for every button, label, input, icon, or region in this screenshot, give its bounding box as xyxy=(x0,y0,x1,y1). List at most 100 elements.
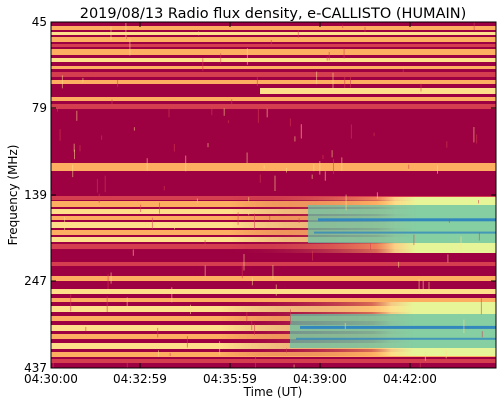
texture-streak xyxy=(344,322,346,330)
texture-streak xyxy=(286,348,287,353)
texture-streak xyxy=(248,197,250,202)
texture-streak xyxy=(111,99,113,109)
texture-streak xyxy=(186,336,188,348)
band-lower-1 xyxy=(51,262,496,266)
texture-streak xyxy=(107,274,109,289)
texture-streak xyxy=(140,204,142,212)
texture-streak xyxy=(79,145,81,152)
texture-streak xyxy=(64,217,66,230)
band-lower-11 xyxy=(51,359,496,363)
y-tick-label: 139 xyxy=(24,188,47,202)
texture-streak xyxy=(158,350,159,357)
texture-streak xyxy=(207,143,209,148)
texture-streak xyxy=(478,200,479,204)
texture-streak xyxy=(413,234,415,246)
y-axis: 45 79 139 247 437 xyxy=(24,15,496,375)
texture-streak xyxy=(476,134,478,144)
texture-streak xyxy=(311,174,313,179)
texture-streak xyxy=(132,249,134,256)
burst-region-upper-peak-line xyxy=(318,218,496,222)
burst-region-upper-core xyxy=(308,205,496,243)
texture-streak xyxy=(117,79,119,87)
texture-streak xyxy=(204,265,206,277)
texture-streak xyxy=(270,40,272,47)
x-tick-label: 04:30:00 xyxy=(24,372,78,386)
texture-streak xyxy=(326,56,328,61)
texture-streak xyxy=(419,362,421,368)
texture-streak xyxy=(110,272,112,284)
texture-streak xyxy=(437,165,438,174)
band-lower-4 xyxy=(51,298,496,302)
band-top-4 xyxy=(51,44,496,47)
texture-streak xyxy=(473,22,475,30)
texture-streak xyxy=(243,254,245,271)
texture-streak xyxy=(274,175,276,191)
texture-streak xyxy=(298,218,300,223)
texture-streak xyxy=(159,202,160,214)
texture-streak xyxy=(350,76,351,88)
x-tick-label: 04:39:00 xyxy=(293,372,347,386)
texture-streak xyxy=(342,24,344,28)
texture-streak xyxy=(422,280,424,294)
texture-streak xyxy=(231,99,233,108)
texture-streak xyxy=(246,152,248,164)
texture-streak xyxy=(473,127,475,143)
texture-streak xyxy=(480,298,482,315)
texture-streak xyxy=(220,53,222,64)
band-top-2 xyxy=(51,32,496,35)
texture-streak xyxy=(129,39,131,56)
x-axis-label: Time (UT) xyxy=(243,385,303,399)
texture-streak xyxy=(82,77,84,83)
spectrogram-bands xyxy=(51,26,496,363)
texture-streak xyxy=(85,326,87,332)
dark-band-1 xyxy=(51,118,496,160)
texture-streak xyxy=(445,350,447,359)
texture-streak xyxy=(76,110,78,121)
plot-area xyxy=(51,22,496,368)
texture-streak xyxy=(256,76,258,86)
texture-streak xyxy=(237,212,239,225)
texture-streak xyxy=(254,323,255,335)
chart-title: 2019/08/13 Radio flux density, e-CALLIST… xyxy=(80,6,467,22)
texture-streak xyxy=(297,30,299,38)
texture-streak xyxy=(61,75,63,89)
band-low-1 xyxy=(51,163,496,171)
texture-streak xyxy=(254,213,255,230)
x-tick-label: 04:32:59 xyxy=(113,372,167,386)
texture-streak xyxy=(300,124,302,139)
texture-streak xyxy=(428,281,430,293)
x-tick-label: 04:35:59 xyxy=(203,372,257,386)
texture-streak xyxy=(408,164,410,169)
band-top-5 xyxy=(51,49,496,55)
texture-streak xyxy=(294,136,296,142)
texture-streak xyxy=(332,72,334,89)
texture-streak xyxy=(171,287,173,303)
texture-streak xyxy=(174,224,175,230)
texture-streak xyxy=(460,236,462,251)
burst-region-lower-peak-line-2 xyxy=(296,337,496,340)
texture-streak xyxy=(344,75,346,88)
texture-streak xyxy=(266,108,268,118)
texture-streak xyxy=(448,218,450,223)
texture-streak xyxy=(259,174,261,183)
texture-streak xyxy=(219,341,221,355)
texture-streak xyxy=(241,264,243,279)
texture-streak xyxy=(350,124,352,139)
texture-streak xyxy=(446,141,448,148)
y-tick-label: 45 xyxy=(32,15,47,29)
texture-streak xyxy=(251,277,253,286)
band-top-7 xyxy=(51,66,496,69)
texture-streak xyxy=(125,23,127,38)
texture-streak xyxy=(328,51,330,61)
dark-band-2 xyxy=(51,175,496,193)
texture-streak xyxy=(72,164,74,178)
y-axis-label: Frequency (MHz) xyxy=(6,145,20,246)
texture-streak xyxy=(151,217,153,230)
texture-streak xyxy=(98,193,100,203)
texture-streak xyxy=(223,108,225,116)
x-tick-label: 04:42:00 xyxy=(383,372,437,386)
band-mid-2 xyxy=(51,97,496,101)
band-mid-1 xyxy=(260,88,496,94)
texture-streak xyxy=(345,194,347,211)
texture-streak xyxy=(196,198,198,203)
